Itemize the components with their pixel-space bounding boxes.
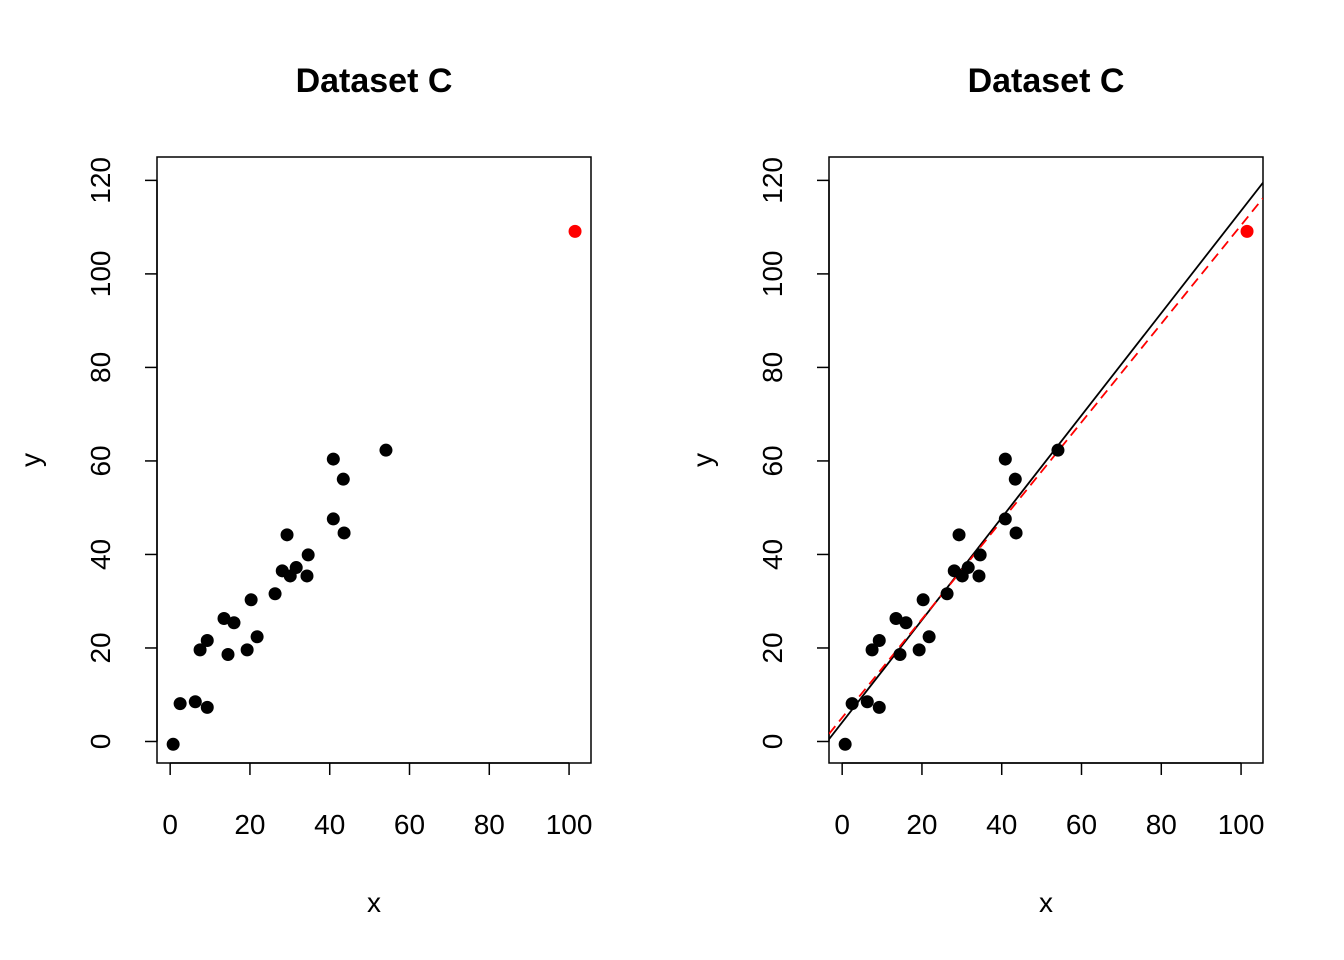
y-tick-label: 40 bbox=[757, 539, 788, 570]
plot-frame bbox=[828, 156, 1264, 764]
x-tick-label: 80 bbox=[474, 809, 505, 840]
data-point bbox=[912, 643, 926, 657]
data-point bbox=[200, 633, 214, 647]
chart-title: Dataset C bbox=[296, 62, 453, 100]
data-point bbox=[300, 569, 314, 583]
data-point bbox=[899, 616, 913, 630]
y-tick-label: 20 bbox=[85, 632, 116, 663]
data-point bbox=[337, 526, 351, 540]
data-point bbox=[217, 612, 231, 626]
x-tick-label: 0 bbox=[834, 809, 850, 840]
data-point bbox=[1008, 472, 1022, 486]
x-axis-label: x bbox=[367, 887, 381, 918]
data-point bbox=[326, 512, 340, 526]
chart-title: Dataset C bbox=[968, 62, 1125, 100]
outlier-point bbox=[1240, 224, 1254, 238]
y-tick-label: 20 bbox=[757, 632, 788, 663]
data-point bbox=[940, 587, 954, 601]
data-point bbox=[865, 643, 879, 657]
x-tick-label: 40 bbox=[314, 809, 345, 840]
y-tick-label: 40 bbox=[85, 539, 116, 570]
data-point bbox=[280, 528, 294, 542]
data-point bbox=[379, 443, 393, 457]
data-point bbox=[268, 587, 282, 601]
y-tick-label: 60 bbox=[757, 445, 788, 476]
data-point bbox=[193, 643, 207, 657]
y-tick-label: 80 bbox=[85, 352, 116, 383]
data-point bbox=[1009, 526, 1023, 540]
x-tick-label: 0 bbox=[162, 809, 178, 840]
data-point bbox=[922, 630, 936, 644]
data-point bbox=[972, 569, 986, 583]
data-point bbox=[916, 593, 930, 607]
data-point bbox=[244, 593, 258, 607]
y-tick-label: 120 bbox=[85, 157, 116, 204]
x-axis-label: x bbox=[1039, 887, 1053, 918]
data-point bbox=[200, 700, 214, 714]
data-point bbox=[336, 472, 350, 486]
panel-1: Dataset C x y 0 20 40 60 80 100 0 20 40 60 80 100 120 bbox=[15, 62, 592, 918]
data-point bbox=[998, 512, 1012, 526]
data-point bbox=[860, 695, 874, 709]
x-tick-label: 60 bbox=[394, 809, 425, 840]
y-axis-label: y bbox=[15, 453, 46, 467]
data-point bbox=[973, 548, 987, 562]
data-point bbox=[961, 561, 975, 575]
x-tick-label: 20 bbox=[906, 809, 937, 840]
data-point bbox=[166, 737, 180, 751]
robust-fit-line bbox=[829, 197, 1263, 735]
x-tick-label: 80 bbox=[1146, 809, 1177, 840]
data-point bbox=[845, 697, 859, 711]
y-tick-label: 120 bbox=[757, 157, 788, 204]
data-point bbox=[227, 616, 241, 630]
y-tick-label: 100 bbox=[85, 251, 116, 298]
data-point bbox=[326, 452, 340, 466]
data-point bbox=[289, 561, 303, 575]
data-point bbox=[872, 700, 886, 714]
x-tick-label: 100 bbox=[546, 809, 593, 840]
x-tick-label: 100 bbox=[1218, 809, 1265, 840]
outlier-point bbox=[568, 224, 582, 238]
x-tick-label: 20 bbox=[234, 809, 265, 840]
fit-line bbox=[829, 182, 1263, 740]
data-point bbox=[173, 697, 187, 711]
data-point bbox=[240, 643, 254, 657]
data-point bbox=[952, 528, 966, 542]
data-point bbox=[838, 737, 852, 751]
y-tick-label: 80 bbox=[757, 352, 788, 383]
data-point bbox=[872, 633, 886, 647]
data-point bbox=[889, 612, 903, 626]
y-tick-label: 60 bbox=[85, 445, 116, 476]
data-point bbox=[188, 695, 202, 709]
data-point bbox=[893, 648, 907, 662]
data-point bbox=[250, 630, 264, 644]
data-point bbox=[221, 648, 235, 662]
x-tick-label: 60 bbox=[1066, 809, 1097, 840]
data-point bbox=[998, 452, 1012, 466]
data-point bbox=[301, 548, 315, 562]
x-tick-label: 40 bbox=[986, 809, 1017, 840]
plot-frame bbox=[156, 156, 592, 764]
y-tick-label: 0 bbox=[85, 734, 116, 750]
y-axis-label: y bbox=[687, 453, 718, 467]
data-point bbox=[1051, 443, 1065, 457]
y-tick-label: 0 bbox=[757, 734, 788, 750]
panel-2: Dataset C x y 0 20 40 60 80 100 0 20 40 60 80 100 120 bbox=[687, 62, 1264, 918]
y-tick-label: 100 bbox=[757, 251, 788, 298]
